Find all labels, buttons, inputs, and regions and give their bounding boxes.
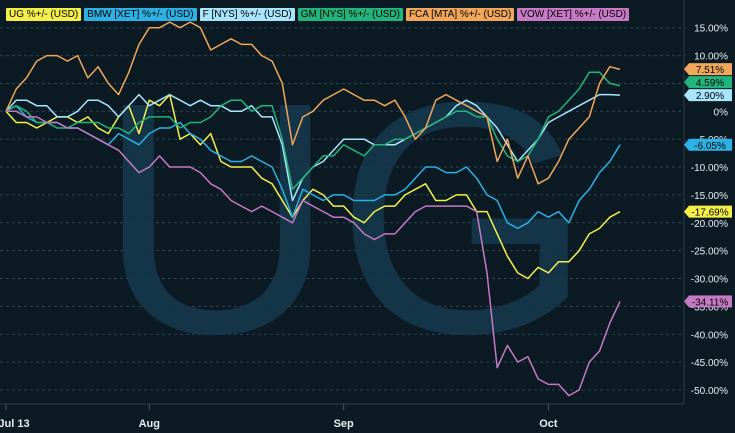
legend-item: UG %+/- (USD): [6, 8, 82, 21]
end-label: 7.51%: [684, 63, 732, 76]
y-tick-label: -20.00%: [691, 219, 728, 230]
series-line: [5, 93, 621, 280]
y-tick-label: -10.00%: [691, 163, 728, 174]
end-labels: -17.69% -6.05% 2.90% 4.59% 7.51% -34.11%: [684, 63, 732, 308]
legend-item: FCA [MTA] %+/- (USD): [405, 8, 515, 21]
svg-text:-6.05%: -6.05%: [694, 141, 726, 152]
end-label: 4.59%: [684, 76, 732, 89]
end-label: -6.05%: [684, 138, 732, 152]
y-tick-label: -35.00%: [691, 302, 728, 313]
svg-text:-34.11%: -34.11%: [692, 297, 729, 308]
legend-item: BMW [XET] %+/- (USD): [84, 8, 197, 21]
svg-text:2.90%: 2.90%: [696, 91, 724, 102]
end-label: -17.69%: [684, 205, 732, 219]
end-label: 2.90%: [684, 89, 732, 102]
x-tick-label: Oct: [539, 418, 558, 430]
svg-text:-17.69%: -17.69%: [691, 208, 728, 219]
grid-lines: [0, 27, 684, 391]
legend: UG %+/- (USD) BMW [XET] %+/- (USD) F [NYS]…: [6, 8, 630, 21]
svg-text:4.59%: 4.59%: [696, 78, 724, 89]
y-tick-label: 15.00%: [694, 24, 728, 35]
y-tick-label: -40.00%: [691, 330, 728, 341]
series-line: [5, 21, 621, 185]
y-tick-label: 0%: [714, 107, 729, 118]
x-tick-label: Jul 13: [0, 418, 30, 430]
legend-item: F [NYS] %+/- (USD): [199, 8, 295, 21]
y-tick-label: -15.00%: [691, 191, 728, 202]
x-tick-label: Sep: [334, 418, 354, 430]
end-label: -34.11%: [684, 295, 732, 308]
y-tick-label: -45.00%: [691, 358, 728, 369]
y-tick-label: -25.00%: [691, 247, 728, 258]
series-lines: [5, 21, 621, 397]
y-tick-label: 10.00%: [694, 52, 728, 63]
legend-item: VOW [XET] %+/- (USD): [517, 8, 630, 21]
y-tick-label: -50.00%: [691, 386, 728, 397]
series-line: [6, 110, 621, 397]
series-line: [5, 71, 621, 191]
y-tick-label: -30.00%: [691, 275, 728, 286]
x-tick-labels: Jul 13 Aug Sep Oct: [0, 404, 558, 430]
svg-text:7.51%: 7.51%: [696, 65, 724, 76]
x-tick-label: Aug: [139, 418, 160, 430]
legend-item: GM [NYS] %+/- (USD): [297, 8, 403, 21]
